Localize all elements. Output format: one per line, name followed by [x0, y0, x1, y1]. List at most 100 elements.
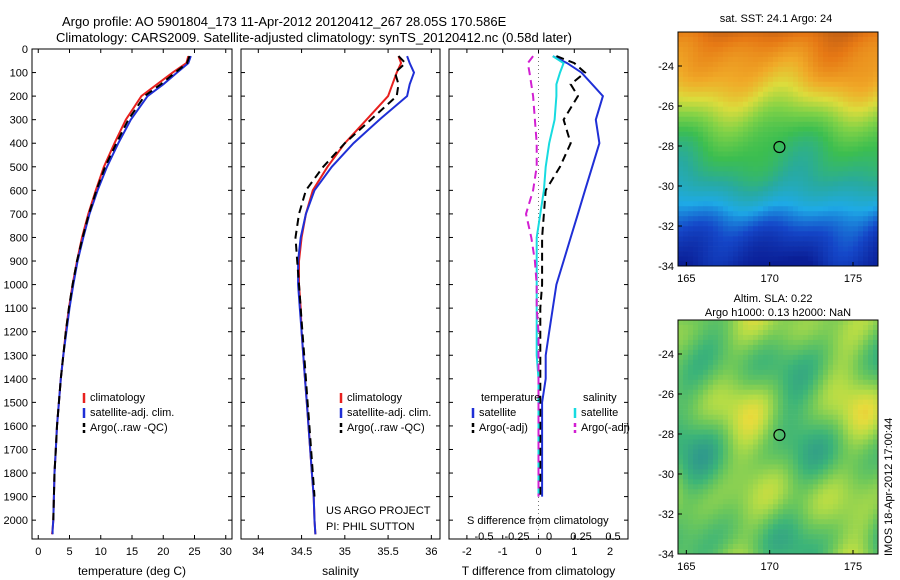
map-cell: [723, 36, 729, 43]
map-cell: [743, 32, 749, 38]
map-cell: [783, 394, 789, 400]
map-cell: [683, 344, 689, 351]
map-cell: [693, 226, 699, 232]
map-cell: [748, 226, 754, 232]
map-cell: [793, 409, 799, 415]
map-cell: [718, 141, 724, 147]
map-cell: [778, 504, 784, 510]
map-cell: [678, 41, 684, 48]
map-cell: [828, 261, 834, 267]
map-cell: [793, 324, 799, 331]
map-cell: [713, 534, 719, 540]
map-cell: [738, 236, 744, 242]
map-cell: [808, 166, 814, 172]
map-cell: [858, 226, 864, 232]
map-cell: [823, 524, 829, 530]
map-cell: [838, 529, 844, 535]
map-cell: [793, 474, 799, 480]
map-cell: [773, 176, 779, 182]
map-cell: [823, 71, 829, 78]
map-cell: [808, 464, 814, 470]
map-cell: [833, 161, 839, 167]
map-cell: [738, 544, 744, 550]
map-cell: [698, 261, 704, 267]
map-cell: [843, 166, 849, 172]
map-cell: [788, 344, 794, 351]
map-cell: [743, 76, 749, 83]
map-cell: [733, 409, 739, 415]
map-cell: [713, 96, 719, 102]
map-cell: [728, 519, 734, 525]
map-cell: [813, 161, 819, 167]
map-cell: [768, 404, 774, 410]
map-cell: [858, 379, 864, 386]
map-cell: [698, 449, 704, 455]
map-cell: [768, 534, 774, 540]
map-cell: [808, 409, 814, 415]
map-cell: [698, 41, 704, 48]
map-cell: [708, 474, 714, 480]
map-cell: [863, 354, 869, 361]
map-cell: [868, 246, 874, 252]
map-cell: [788, 539, 794, 545]
map-cell: [868, 369, 874, 376]
map-cell: [748, 504, 754, 510]
map-cell: [783, 324, 789, 331]
map-cell: [848, 324, 854, 331]
map-cell: [733, 146, 739, 152]
map-cell: [748, 251, 754, 257]
map-cell: [793, 81, 799, 88]
map-cell: [778, 429, 784, 435]
map-cell: [783, 359, 789, 366]
map-cell: [708, 201, 714, 207]
map-cell: [683, 156, 689, 162]
map-cell: [868, 56, 874, 63]
map-cell: [698, 344, 704, 351]
map-cell: [843, 236, 849, 242]
map-cell: [788, 32, 794, 38]
map-cell: [848, 91, 854, 98]
map-cell: [793, 454, 799, 460]
map-cell: [838, 106, 844, 112]
map-cell: [848, 41, 854, 48]
map-cell: [748, 499, 754, 505]
map-cell: [743, 221, 749, 227]
map-cell: [823, 414, 829, 420]
map-cell: [773, 509, 779, 515]
map-cell: [838, 514, 844, 520]
map-cell: [688, 539, 694, 545]
map-cell: [763, 419, 769, 425]
map-cell: [753, 514, 759, 520]
map-cell: [858, 101, 864, 107]
map-cell: [863, 171, 869, 177]
map-cell: [693, 161, 699, 167]
map-cell: [688, 196, 694, 202]
map-cell: [753, 181, 759, 187]
map-cell: [828, 404, 834, 410]
map-cell: [758, 454, 764, 460]
map-cell: [748, 196, 754, 202]
map-cell: [808, 186, 814, 192]
map-cell: [683, 41, 689, 48]
map-cell: [693, 236, 699, 242]
map-cell: [873, 444, 879, 450]
map-cell: [743, 444, 749, 450]
map-cell: [713, 186, 719, 192]
map-cell: [768, 444, 774, 450]
map-cell: [863, 156, 869, 162]
map-cell: [843, 121, 849, 127]
map-cell: [713, 171, 719, 177]
map-cell: [833, 71, 839, 78]
map-cell: [838, 181, 844, 187]
map-cell: [688, 514, 694, 520]
map-cell: [838, 359, 844, 366]
map-cell: [868, 261, 874, 267]
map-cell: [738, 439, 744, 445]
map-cell: [838, 549, 844, 555]
map-cell: [813, 226, 819, 232]
map-cell: [758, 544, 764, 550]
map-cell: [808, 384, 814, 390]
map-cell: [728, 389, 734, 395]
map-cell: [813, 409, 819, 415]
map-cell: [863, 186, 869, 192]
